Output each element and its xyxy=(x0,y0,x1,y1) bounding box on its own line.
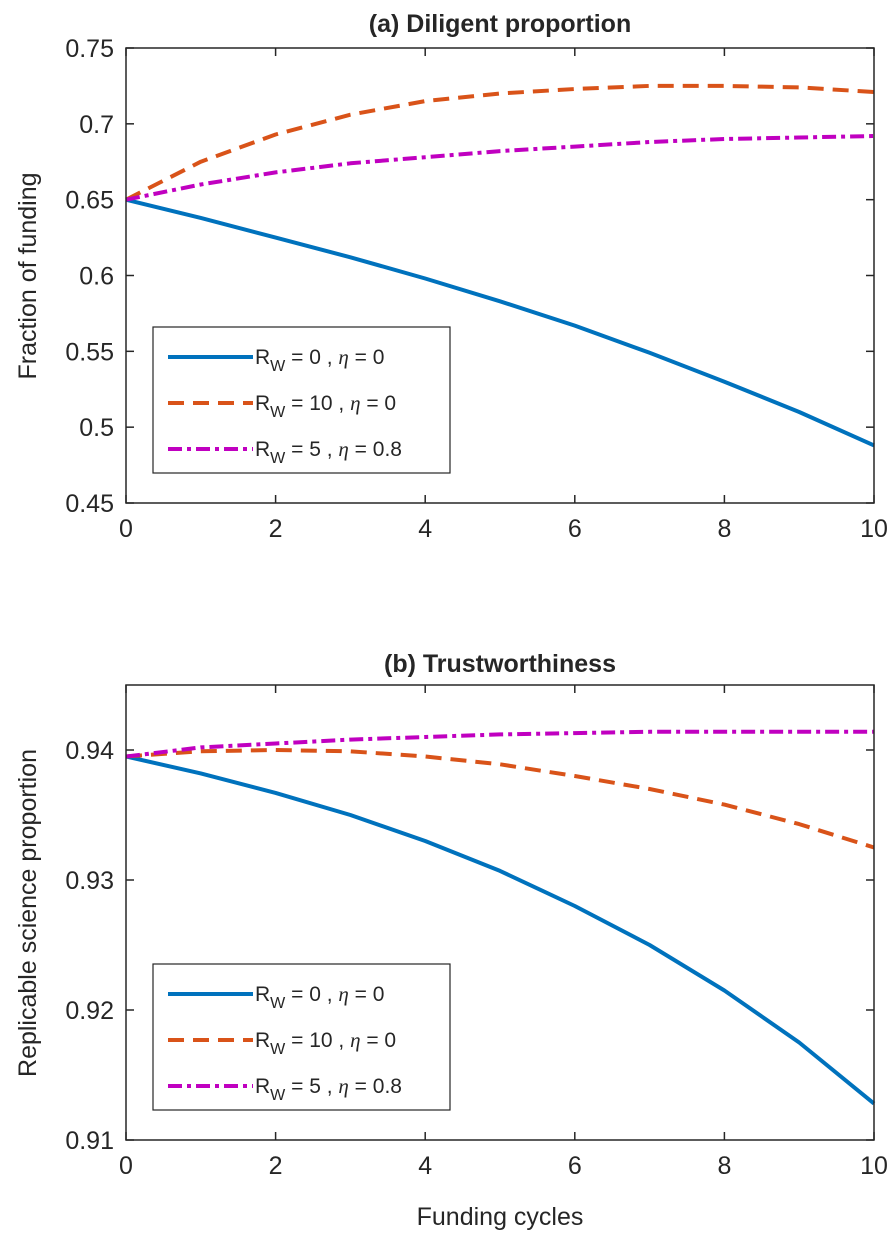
panel-a-series-line-1 xyxy=(125,197,875,448)
panel-b-series-line-2 xyxy=(125,748,875,850)
panel-b-x-tick-label: 8 xyxy=(717,1152,731,1180)
panel-b-x-tick-label: 10 xyxy=(860,1152,888,1180)
panel-a-legend-label-1: RW = 0 , η = 0 xyxy=(255,345,384,375)
panel-b-y-tick-label: 0.94 xyxy=(65,737,114,765)
panel-a-y-axis-label: Fraction of funding xyxy=(14,172,42,379)
panel-b-ticks: 0 2 4 6 8 10 0.91 0.92 0.93 0.94 xyxy=(65,685,888,1180)
panel-b-title: (b) Trustworthiness xyxy=(384,650,616,678)
panel-a-lines xyxy=(125,83,875,448)
panel-b-y-axis-label: Replicable science proportion xyxy=(14,749,42,1077)
panel-b-x-tick-label: 0 xyxy=(119,1152,133,1180)
panel-a-x-tick-label: 2 xyxy=(269,515,283,543)
panel-b-series-line-3 xyxy=(125,729,874,759)
panel-b-legend-label-1: RW = 0 , η = 0 xyxy=(255,982,384,1012)
panel-b-plot-box xyxy=(125,684,875,1141)
panel-a-y-tick-label: 0.75 xyxy=(65,35,114,63)
panel-a-y-tick-label: 0.6 xyxy=(79,263,114,291)
panel-a-legend: RW = 0 , η = 0 RW = 10 , η = 0 RW = 5 , … xyxy=(152,326,451,474)
panel-a-ticks: 0 2 4 6 8 10 0.45 0.5 0.55 0.6 0.65 0.7 0.75 xyxy=(65,35,888,543)
panel-a-x-tick-label: 0 xyxy=(119,515,133,543)
panel-b-legend-label-2: RW = 10 , η = 0 xyxy=(255,1028,396,1058)
panel-a: (a) Diligent proportion Fraction of fund… xyxy=(14,10,888,543)
panel-b-x-tick-label: 6 xyxy=(568,1152,582,1180)
panel-b-y-tick-label: 0.92 xyxy=(65,997,114,1025)
panel-a-y-tick-label: 0.7 xyxy=(79,111,114,139)
panel-b-y-tick-label: 0.93 xyxy=(65,867,114,895)
panel-b-x-tick-label: 4 xyxy=(418,1152,432,1180)
panel-a-legend-label-3: RW = 5 , η = 0.8 xyxy=(255,437,402,467)
panel-b-series-line-1 xyxy=(125,754,876,1106)
panel-a-y-tick-label: 0.65 xyxy=(65,187,114,215)
panel-a-y-tick-label: 0.45 xyxy=(65,490,114,518)
panel-a-plot-box xyxy=(125,47,875,504)
panel-b-legend-label-3: RW = 5 , η = 0.8 xyxy=(255,1074,402,1104)
panel-a-x-tick-label: 6 xyxy=(568,515,582,543)
panel-b: (b) Trustworthiness Replicable science p… xyxy=(14,650,888,1231)
panel-a-x-tick-label: 10 xyxy=(860,515,888,543)
panel-b-lines xyxy=(125,729,876,1106)
panel-b-y-tick-label: 0.91 xyxy=(65,1127,114,1155)
panel-b-legend: RW = 0 , η = 0 RW = 10 , η = 0 RW = 5 , … xyxy=(152,963,451,1111)
panel-a-title: (a) Diligent proportion xyxy=(369,10,631,38)
panel-b-x-axis-label: Funding cycles xyxy=(417,1203,584,1231)
panel-a-legend-label-2: RW = 10 , η = 0 xyxy=(255,391,396,421)
panel-a-y-tick-label: 0.5 xyxy=(79,414,114,442)
panel-b-x-tick-label: 2 xyxy=(269,1152,283,1180)
panel-a-series-line-3 xyxy=(125,134,875,202)
panel-a-y-tick-label: 0.55 xyxy=(65,338,114,366)
panel-a-series-line-2 xyxy=(125,83,875,202)
panel-a-x-tick-label: 8 xyxy=(717,515,731,543)
panel-a-x-tick-label: 4 xyxy=(418,515,432,543)
